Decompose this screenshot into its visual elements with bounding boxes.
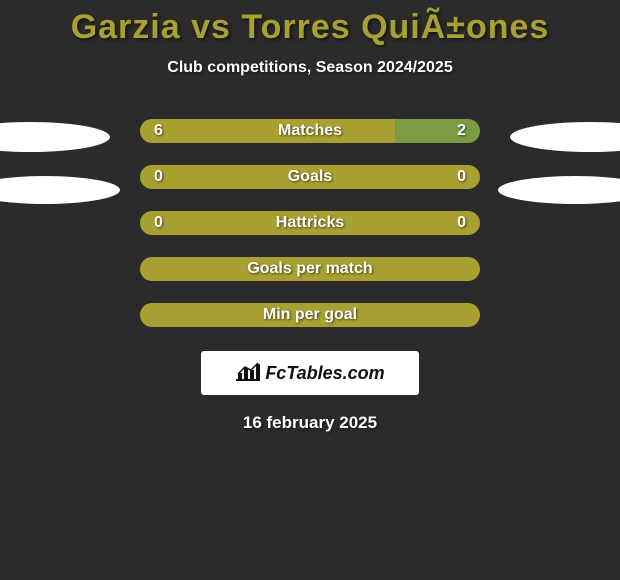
stat-bar: Goals 0 0 <box>140 165 480 189</box>
stat-bar-right-segment <box>395 119 480 143</box>
stat-value-right: 2 <box>457 122 466 140</box>
stat-row: Hattricks 0 0 <box>0 211 620 235</box>
stats-list: Matches 6 2 Goals 0 0 Hattricks 0 0 Goals per mat… <box>0 119 620 327</box>
date-caption: 16 february 2025 <box>0 413 620 433</box>
stat-row: Goals per match <box>0 257 620 281</box>
page-subtitle: Club competitions, Season 2024/2025 <box>0 59 620 77</box>
stat-value-left: 0 <box>154 214 163 232</box>
stat-value-right: 0 <box>457 214 466 232</box>
stat-bar: Matches 6 2 <box>140 119 480 143</box>
stat-label: Goals per match <box>247 260 372 278</box>
stat-label: Hattricks <box>276 214 344 232</box>
stat-value-left: 6 <box>154 122 163 140</box>
stat-bar: Min per goal <box>140 303 480 327</box>
brand-logo-text: FcTables.com <box>265 363 384 384</box>
stat-value-left: 0 <box>154 168 163 186</box>
stat-bar: Hattricks 0 0 <box>140 211 480 235</box>
brand-logo: FcTables.com <box>235 361 384 386</box>
bar-chart-icon <box>235 361 261 386</box>
brand-logo-box: FcTables.com <box>201 351 419 395</box>
stat-label: Min per goal <box>263 306 357 324</box>
stat-value-right: 0 <box>457 168 466 186</box>
stat-bar: Goals per match <box>140 257 480 281</box>
page-title: Garzia vs Torres QuiÃ±ones <box>0 0 620 47</box>
stat-label: Goals <box>288 168 332 186</box>
stat-bar-left-segment <box>140 119 395 143</box>
stat-row: Min per goal <box>0 303 620 327</box>
stat-label: Matches <box>278 122 342 140</box>
comparison-card: Garzia vs Torres QuiÃ±ones Club competit… <box>0 0 620 580</box>
